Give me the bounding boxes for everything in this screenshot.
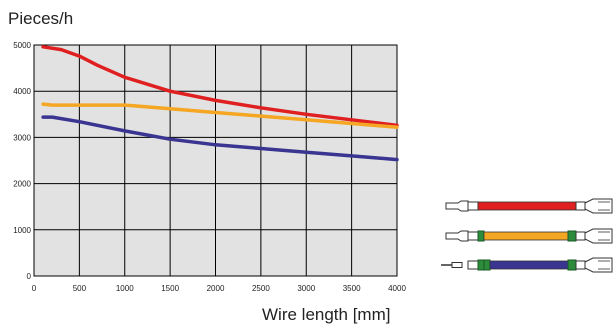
y-tick-label: 3000 bbox=[13, 133, 31, 142]
x-tick-label: 3500 bbox=[343, 284, 361, 293]
x-tick-label: 3000 bbox=[297, 284, 315, 293]
y-axis-title: Pieces/h bbox=[8, 9, 74, 28]
series-line-0 bbox=[41, 45, 399, 128]
y-tick-label: 0 bbox=[27, 272, 32, 281]
y-tick-label: 4000 bbox=[13, 87, 31, 96]
series-line-1 bbox=[41, 102, 399, 129]
wire-icon-red bbox=[445, 198, 613, 214]
x-tick-label: 4000 bbox=[388, 284, 406, 293]
x-tick-label: 2000 bbox=[207, 284, 225, 293]
y-tick-label: 1000 bbox=[13, 226, 31, 235]
wire-icon-blue bbox=[441, 257, 613, 273]
x-tick-label: 2500 bbox=[252, 284, 270, 293]
x-tick-label: 500 bbox=[73, 284, 87, 293]
wire-icon-orange bbox=[445, 228, 613, 244]
x-axis-title: Wire length [mm] bbox=[262, 305, 391, 324]
series-line-2 bbox=[41, 115, 399, 162]
y-tick-label: 2000 bbox=[13, 180, 31, 189]
x-tick-label: 0 bbox=[32, 284, 37, 293]
x-tick-label: 1000 bbox=[116, 284, 134, 293]
x-tick-label: 1500 bbox=[161, 284, 179, 293]
y-tick-label: 5000 bbox=[13, 41, 31, 50]
